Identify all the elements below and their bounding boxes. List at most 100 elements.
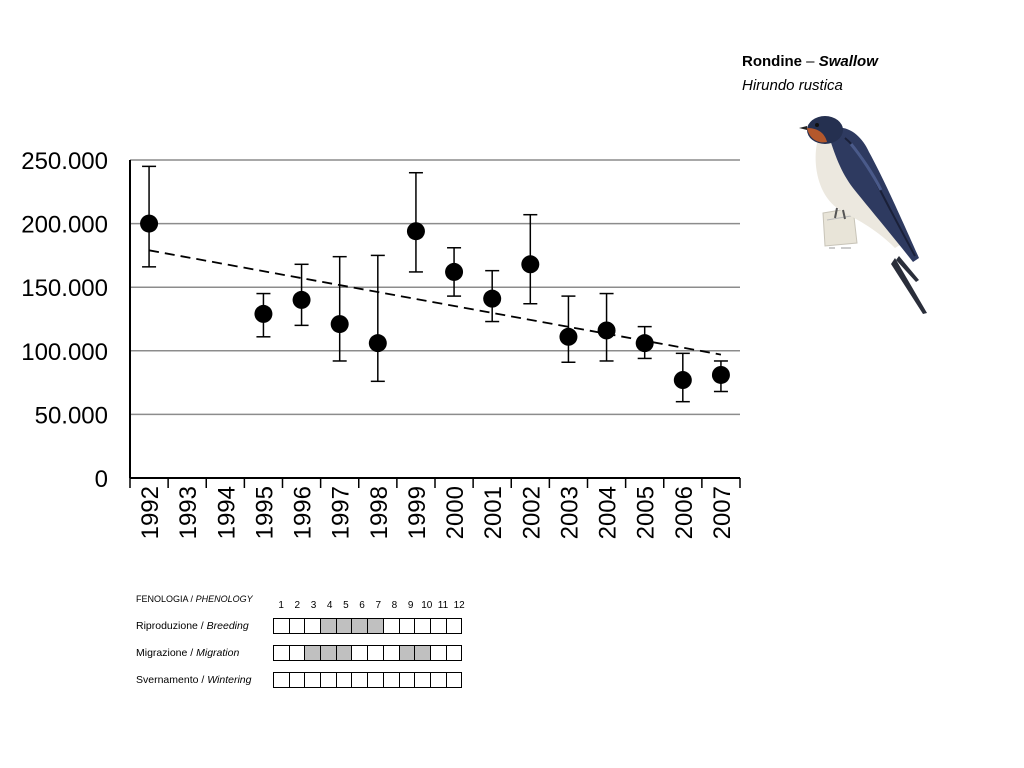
month-cell: [321, 672, 337, 688]
row-label-italian: Migrazione: [136, 647, 191, 659]
month-cell: [352, 672, 369, 688]
month-label: 9: [407, 600, 414, 611]
y-tick-label: 250.000: [21, 148, 108, 175]
data-point: [597, 321, 616, 340]
y-tick-label: 0: [95, 466, 108, 493]
month-cell: [446, 618, 463, 634]
month-label: 7: [375, 600, 381, 611]
month-cells: [273, 645, 463, 661]
month-cells: [273, 618, 463, 634]
data-point: [330, 315, 349, 334]
month-label: 10: [421, 600, 433, 611]
month-cell: [305, 645, 322, 661]
y-tick-label: 100.000: [21, 339, 108, 366]
month-cell: [352, 645, 369, 661]
month-cell: [274, 672, 290, 688]
phenology-row: Svernamento / Wintering: [136, 672, 463, 688]
row-label-separator: /: [200, 620, 207, 632]
species-name-italian: Rondine: [742, 53, 802, 70]
month-cell: [430, 672, 447, 688]
month-cell: [399, 672, 416, 688]
y-tick-label: 150.000: [21, 275, 108, 302]
month-cell: [336, 672, 353, 688]
x-tick-label: 1996: [290, 486, 317, 539]
y-tick-label: 200.000: [21, 212, 108, 239]
x-tick-label: 1993: [175, 486, 202, 539]
x-tick-label: 2006: [671, 486, 698, 539]
month-cell: [368, 672, 384, 688]
month-label: 12: [453, 600, 465, 611]
month-cell: [415, 645, 431, 661]
month-cell: [399, 645, 416, 661]
month-label: 1: [278, 600, 284, 611]
month-cell: [305, 672, 322, 688]
phenology-row-label: Migrazione / Migration: [136, 647, 273, 659]
row-label-italian: Svernamento: [136, 674, 202, 686]
month-cell: [399, 618, 416, 634]
x-tick-label: 1997: [328, 486, 355, 539]
month-cell: [321, 618, 337, 634]
phenology-table: FENOLOGIA / PHENOLOGY 1 2 3 4 5 6 7 8 9 10 11 12 Ri…: [136, 592, 476, 692]
data-point: [711, 365, 730, 384]
month-cell: [289, 618, 306, 634]
row-label-english: Migration: [196, 647, 240, 659]
month-cell: [336, 645, 353, 661]
x-tick-label: 1999: [404, 486, 431, 539]
data-point: [406, 222, 425, 241]
data-point: [635, 334, 654, 353]
month-cell: [274, 618, 290, 634]
month-cell: [368, 618, 384, 634]
data-point: [483, 289, 502, 308]
month-cell: [321, 645, 337, 661]
row-label-separator: /: [201, 674, 208, 686]
month-cell: [368, 645, 384, 661]
data-point: [254, 304, 273, 323]
x-tick-label: 1998: [366, 486, 393, 539]
month-cell: [415, 618, 431, 634]
phenology-row-label: Svernamento / Wintering: [136, 674, 273, 686]
phenology-title-english: PHENOLOGY: [195, 594, 253, 604]
month-cell: [430, 618, 447, 634]
x-tick-label: 2007: [709, 486, 736, 539]
month-cell: [430, 645, 447, 661]
month-cell: [415, 672, 431, 688]
data-point: [368, 334, 387, 353]
swallow-illustration: [799, 116, 927, 314]
month-label: 8: [391, 600, 398, 611]
month-label: 3: [310, 600, 317, 611]
month-label: 11: [437, 600, 449, 611]
x-tick-label: 2004: [595, 486, 622, 539]
month-cell: [383, 645, 400, 661]
phenology-row: Migrazione / Migration: [136, 645, 463, 661]
month-cell: [274, 645, 290, 661]
month-cell: [352, 618, 369, 634]
month-cell: [336, 618, 353, 634]
month-header: 1 2 3 4 5 6 7 8 9 10 11 12: [273, 600, 467, 611]
species-latin-name: Hirundo rustica: [742, 77, 843, 94]
x-tick-label: 1995: [251, 486, 278, 539]
x-tick-label: 2000: [442, 486, 469, 539]
month-cell: [446, 645, 463, 661]
species-separator: –: [806, 53, 815, 70]
row-label-italian: Riproduzione: [136, 620, 201, 632]
month-cell: [305, 618, 322, 634]
row-label-separator: /: [190, 647, 197, 659]
row-label-english: Wintering: [207, 674, 252, 686]
month-label: 6: [359, 600, 365, 611]
data-point: [292, 290, 311, 309]
data-point: [445, 262, 464, 281]
x-tick-label: 2001: [480, 486, 507, 539]
species-title: Rondine – Swallow Hirundo rustica: [742, 50, 878, 98]
data-point: [673, 371, 692, 390]
x-tick-label: 1992: [137, 486, 164, 539]
data-point: [521, 255, 540, 274]
phenology-row: Riproduzione / Breeding: [136, 618, 463, 634]
phenology-title-italian: FENOLOGIA: [136, 594, 189, 604]
month-cell: [383, 618, 400, 634]
trend-line: [148, 249, 722, 356]
month-label: 2: [294, 600, 301, 611]
month-cells: [273, 672, 463, 688]
data-point: [140, 214, 159, 233]
month-cell: [289, 672, 306, 688]
